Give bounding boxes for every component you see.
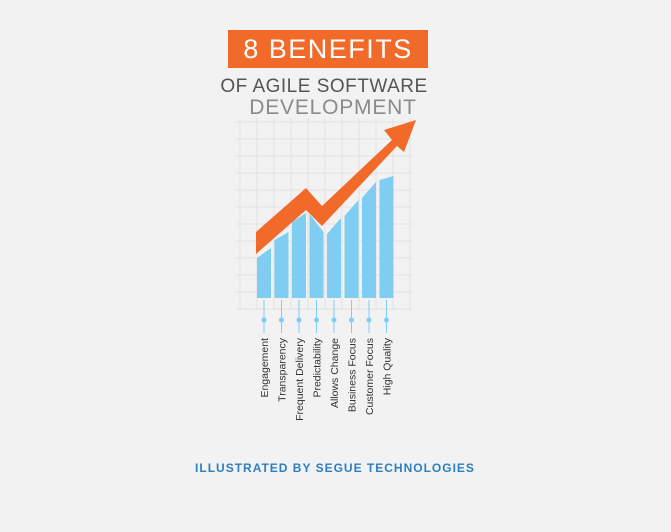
badge-title: 8 BENEFITS: [243, 34, 413, 64]
credit: ILLUSTRATED BY SEGUE TECHNOLOGIES: [195, 461, 475, 475]
bars: [257, 176, 394, 298]
dot: [314, 317, 319, 323]
dot: [349, 317, 354, 323]
dot: [296, 317, 302, 323]
benefit-label: Engagement: [259, 338, 271, 398]
subtitle-line-1: OF AGILE SOFTWARE: [220, 76, 427, 97]
bar: [292, 213, 306, 298]
bar: [344, 200, 359, 298]
subtitle-line-2: DEVELOPMENT: [249, 96, 417, 119]
bar: [327, 218, 341, 298]
benefit-label: Frequent Delivery: [294, 337, 306, 421]
labels: Engagement Transparency Frequent Delivery P…: [259, 300, 394, 421]
bar: [257, 248, 271, 298]
dot: [331, 317, 337, 323]
benefit-label: Customer Focus: [364, 338, 376, 415]
trend-arrow: [256, 120, 416, 254]
bar: [362, 182, 376, 298]
benefit-label: High Quality: [382, 337, 394, 395]
dot: [261, 317, 267, 323]
bar: [274, 232, 289, 298]
benefit-label: Predictability: [312, 337, 324, 397]
dot: [279, 317, 284, 323]
benefit-label: Allows Change: [329, 338, 341, 408]
bar: [379, 176, 394, 298]
dot: [384, 317, 389, 323]
badge-box: [228, 30, 428, 68]
bar: [309, 214, 324, 298]
benefit-label: Business Focus: [347, 338, 359, 412]
dot: [366, 317, 372, 323]
benefit-label: Transparency: [277, 337, 289, 402]
